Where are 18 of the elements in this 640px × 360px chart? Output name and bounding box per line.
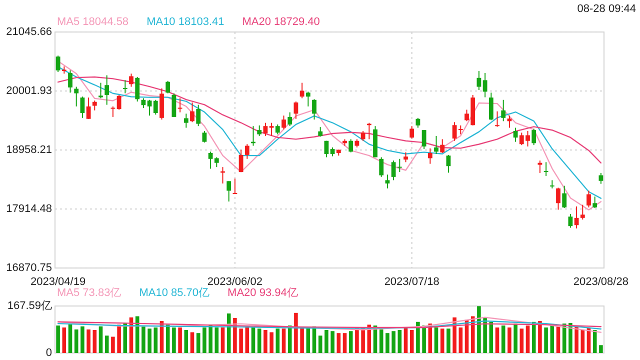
y-tick-label: 21045.66 (6, 26, 52, 38)
text: MA20 18729.40 (242, 16, 320, 28)
y-tick-label: 20001.93 (6, 84, 52, 97)
x-tick-label: 2023/08/28 (573, 276, 628, 288)
text: MA10 85.70亿 (139, 286, 210, 299)
text: MA20 93.94亿 (228, 286, 298, 299)
y-tick-label: 167.59亿 (7, 300, 52, 312)
text: MA5 73.83亿 (57, 286, 122, 299)
x-tick-label: 2023/06/02 (207, 276, 262, 288)
text: MA5 18044.58 (57, 16, 129, 28)
x-tick-label: 2023/04/19 (30, 276, 86, 288)
y-tick-label: 17914.48 (6, 202, 52, 215)
y-tick-label: 16870.75 (6, 262, 52, 274)
text: MA10 18103.41 (146, 16, 224, 28)
x-tick-label: 2023/07/18 (384, 276, 440, 288)
y-tick-label: 0 (46, 346, 52, 359)
y-tick-label: 18958.21 (6, 144, 52, 156)
text: 08-28 09:44 (577, 2, 636, 15)
